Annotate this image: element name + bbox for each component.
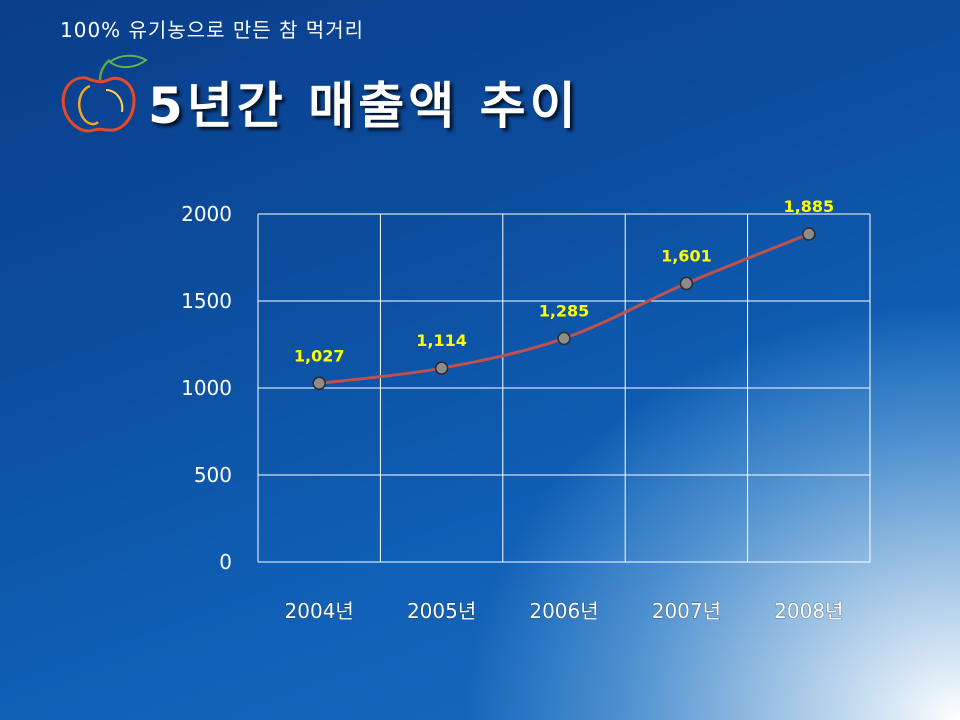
data-point [312, 376, 326, 391]
y-tick-label: 0 [219, 550, 232, 574]
y-tick-label: 1500 [181, 289, 232, 313]
chart-grid [257, 213, 871, 563]
x-tick-label: 2005년 [407, 599, 476, 623]
data-label: 1,114 [416, 331, 467, 350]
data-label: 1,601 [661, 246, 712, 265]
y-tick-label: 1000 [181, 376, 232, 400]
data-point [802, 227, 816, 241]
x-tick-label: 2007년 [652, 599, 721, 623]
x-tick-label: 2008년 [774, 599, 843, 623]
data-label: 1,885 [783, 197, 834, 216]
data-point [557, 331, 571, 346]
y-axis-ticks: 0 500 1000 1500 2000 [181, 202, 232, 574]
slide-title: 5년간 매출액 추이 [148, 77, 580, 135]
x-tick-label: 2004년 [285, 599, 354, 623]
apple-logo-icon [61, 54, 148, 133]
data-labels: 1,027 1,114 1,285 1,601 1,885 [294, 197, 834, 365]
y-tick-label: 2000 [181, 202, 232, 226]
slide-subtitle: 100% 유기농으로 만든 참 먹거리 [60, 18, 365, 42]
x-axis-ticks: 2004년 2005년 2006년 2007년 2008년 [284, 599, 844, 624]
data-point [679, 276, 694, 291]
data-label: 1,285 [539, 301, 590, 320]
series-markers [312, 227, 816, 391]
data-point [434, 361, 449, 375]
x-tick-label: 2006년 [529, 599, 598, 623]
data-label: 1,027 [294, 346, 345, 365]
y-tick-label: 500 [194, 463, 232, 487]
